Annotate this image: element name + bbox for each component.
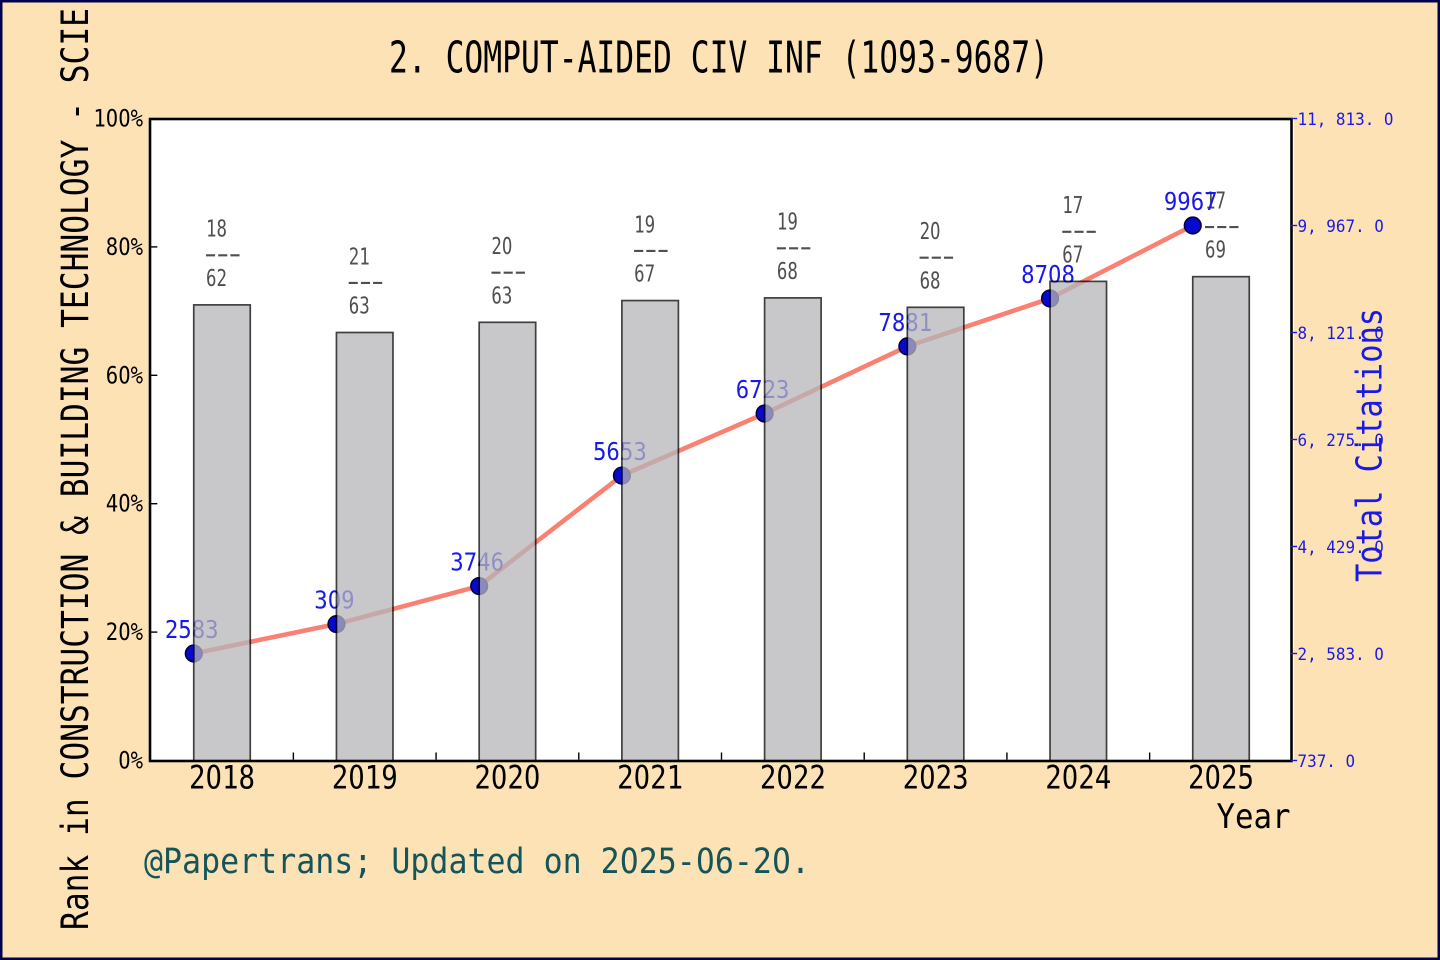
chart-title: 2. COMPUT-AIDED CIV INF (1093-9687) [389,33,1049,84]
zero-dot-patch [123,629,126,634]
right-axis-tick-label: 737. 0 [1298,752,1356,772]
bar-fraction-denominator: 63 [491,283,512,309]
zero-dot-patch [1378,652,1381,656]
zero-dot-patch [627,857,632,864]
rank-bar [478,321,537,762]
left-axis-tick-label: 100% [93,105,143,133]
zero-dot-patch [123,244,126,249]
x-axis-tick-label: 2025 [1188,759,1254,797]
zero-dot-patch [1378,331,1381,335]
right-y-axis-label: Total Citations [1350,308,1391,582]
x-axis-tick-label: 2023 [903,759,969,797]
bar-fraction-denominator: 63 [349,294,370,320]
bar-fraction-numerator: 17 [1062,193,1083,219]
bar-fraction-numerator: 20 [920,219,941,245]
axis-ticks-layer [150,117,1298,762]
x-axis-tick-label: 2018 [189,759,255,797]
zero-dot-patch [1349,759,1352,763]
x-axis-tick-label: 2021 [617,759,683,797]
rank-bar [335,331,394,762]
zero-dot-patch [1210,774,1215,780]
bar-fraction-denominator: 67 [634,262,655,288]
x-axis-tick-label: 2019 [332,759,398,797]
axis-tick-labels-layer: 2018 2019 2020 2021 2022 2023 2024 20250%20%40%… [93,105,1393,797]
zero-dot-patch [123,372,126,377]
citations-point [1183,216,1202,235]
bar-fraction-labels: 18 62 21 63 20 63 19 67 19 68 20 68 17 67 17 69 [206,188,1239,320]
rank-bars-layer [192,275,1251,762]
rank-bar [1049,280,1108,762]
left-axis-tick-label: 0% [118,747,143,775]
right-axis-tick-label: 2, 583. 0 [1298,645,1384,665]
bar-fraction-denominator: 62 [206,266,227,292]
zero-dot-patch [123,115,126,120]
x-axis-label: Year [1217,797,1291,837]
zero-dot-patch [925,774,930,780]
zero-dot-patch [1378,545,1381,549]
bar-fraction-numerator: 21 [349,244,370,270]
left-y-axis-label: Rank in CONSTRUCTION & BUILDING TECHNOLO… [54,8,97,930]
zero-dot-patch [1387,117,1390,121]
bar-fraction-numerator: 19 [634,212,655,238]
bar-fraction-numerator: 18 [206,217,227,243]
zero-dot-patch [640,774,644,780]
bar-fraction-numerator: 17 [1205,188,1226,214]
rank-bar [1191,275,1251,762]
zero-dot-patch [123,757,126,762]
x-axis-tick-label: 2022 [760,759,826,797]
bar-fraction-denominator: 67 [1062,242,1083,268]
bar-fraction-numerator: 19 [777,210,798,236]
zero-dot-patch [782,774,787,780]
rank-bar [621,299,680,762]
x-axis-tick-label: 2020 [474,759,540,797]
rank-bar [763,297,822,762]
bar-fraction-denominator: 68 [777,259,798,285]
citations-value-label: 9967 [1164,187,1218,216]
plot-area [148,117,1295,763]
zero-dot-patch [506,243,509,248]
zero-dot-patch [1378,224,1381,228]
zero-dot-patch [354,774,359,780]
bar-fraction-denominator: 69 [1205,238,1226,264]
bar-fraction-numerator: 20 [491,234,512,260]
zero-dot-patch [703,857,708,864]
zero-dot-patch [779,857,784,864]
zero-dot-patch [530,774,534,780]
zero-dot-patch [1068,774,1072,780]
zero-dot-patch [1053,272,1057,277]
zero-dot-patch [123,501,126,506]
right-axis-tick-label: 9, 967. 0 [1298,217,1384,237]
bar-fraction-denominator: 68 [920,268,941,294]
zero-dot-patch [886,52,891,61]
right-axis-tick-label: 8, 121. 0 [1298,324,1384,344]
zero-dot-patch [211,774,216,780]
rank-bar [192,304,252,762]
right-axis-tick-label: 11, 813. 0 [1298,110,1394,130]
rank-bar [906,306,965,762]
zero-dot-patch [333,597,336,602]
zero-dot-patch [1378,438,1381,442]
zero-dot-patch [110,115,114,120]
zero-dot-patch [497,774,501,780]
x-axis-tick-label: 2024 [1045,759,1111,797]
zero-dot-patch [934,228,937,233]
right-axis-tick-label: 4, 429. 0 [1298,538,1384,558]
watermark-footer: @Papertrans; Updated on 2025-06-20. [144,842,810,882]
right-axis-tick-label: 6, 275. 0 [1298,431,1384,451]
